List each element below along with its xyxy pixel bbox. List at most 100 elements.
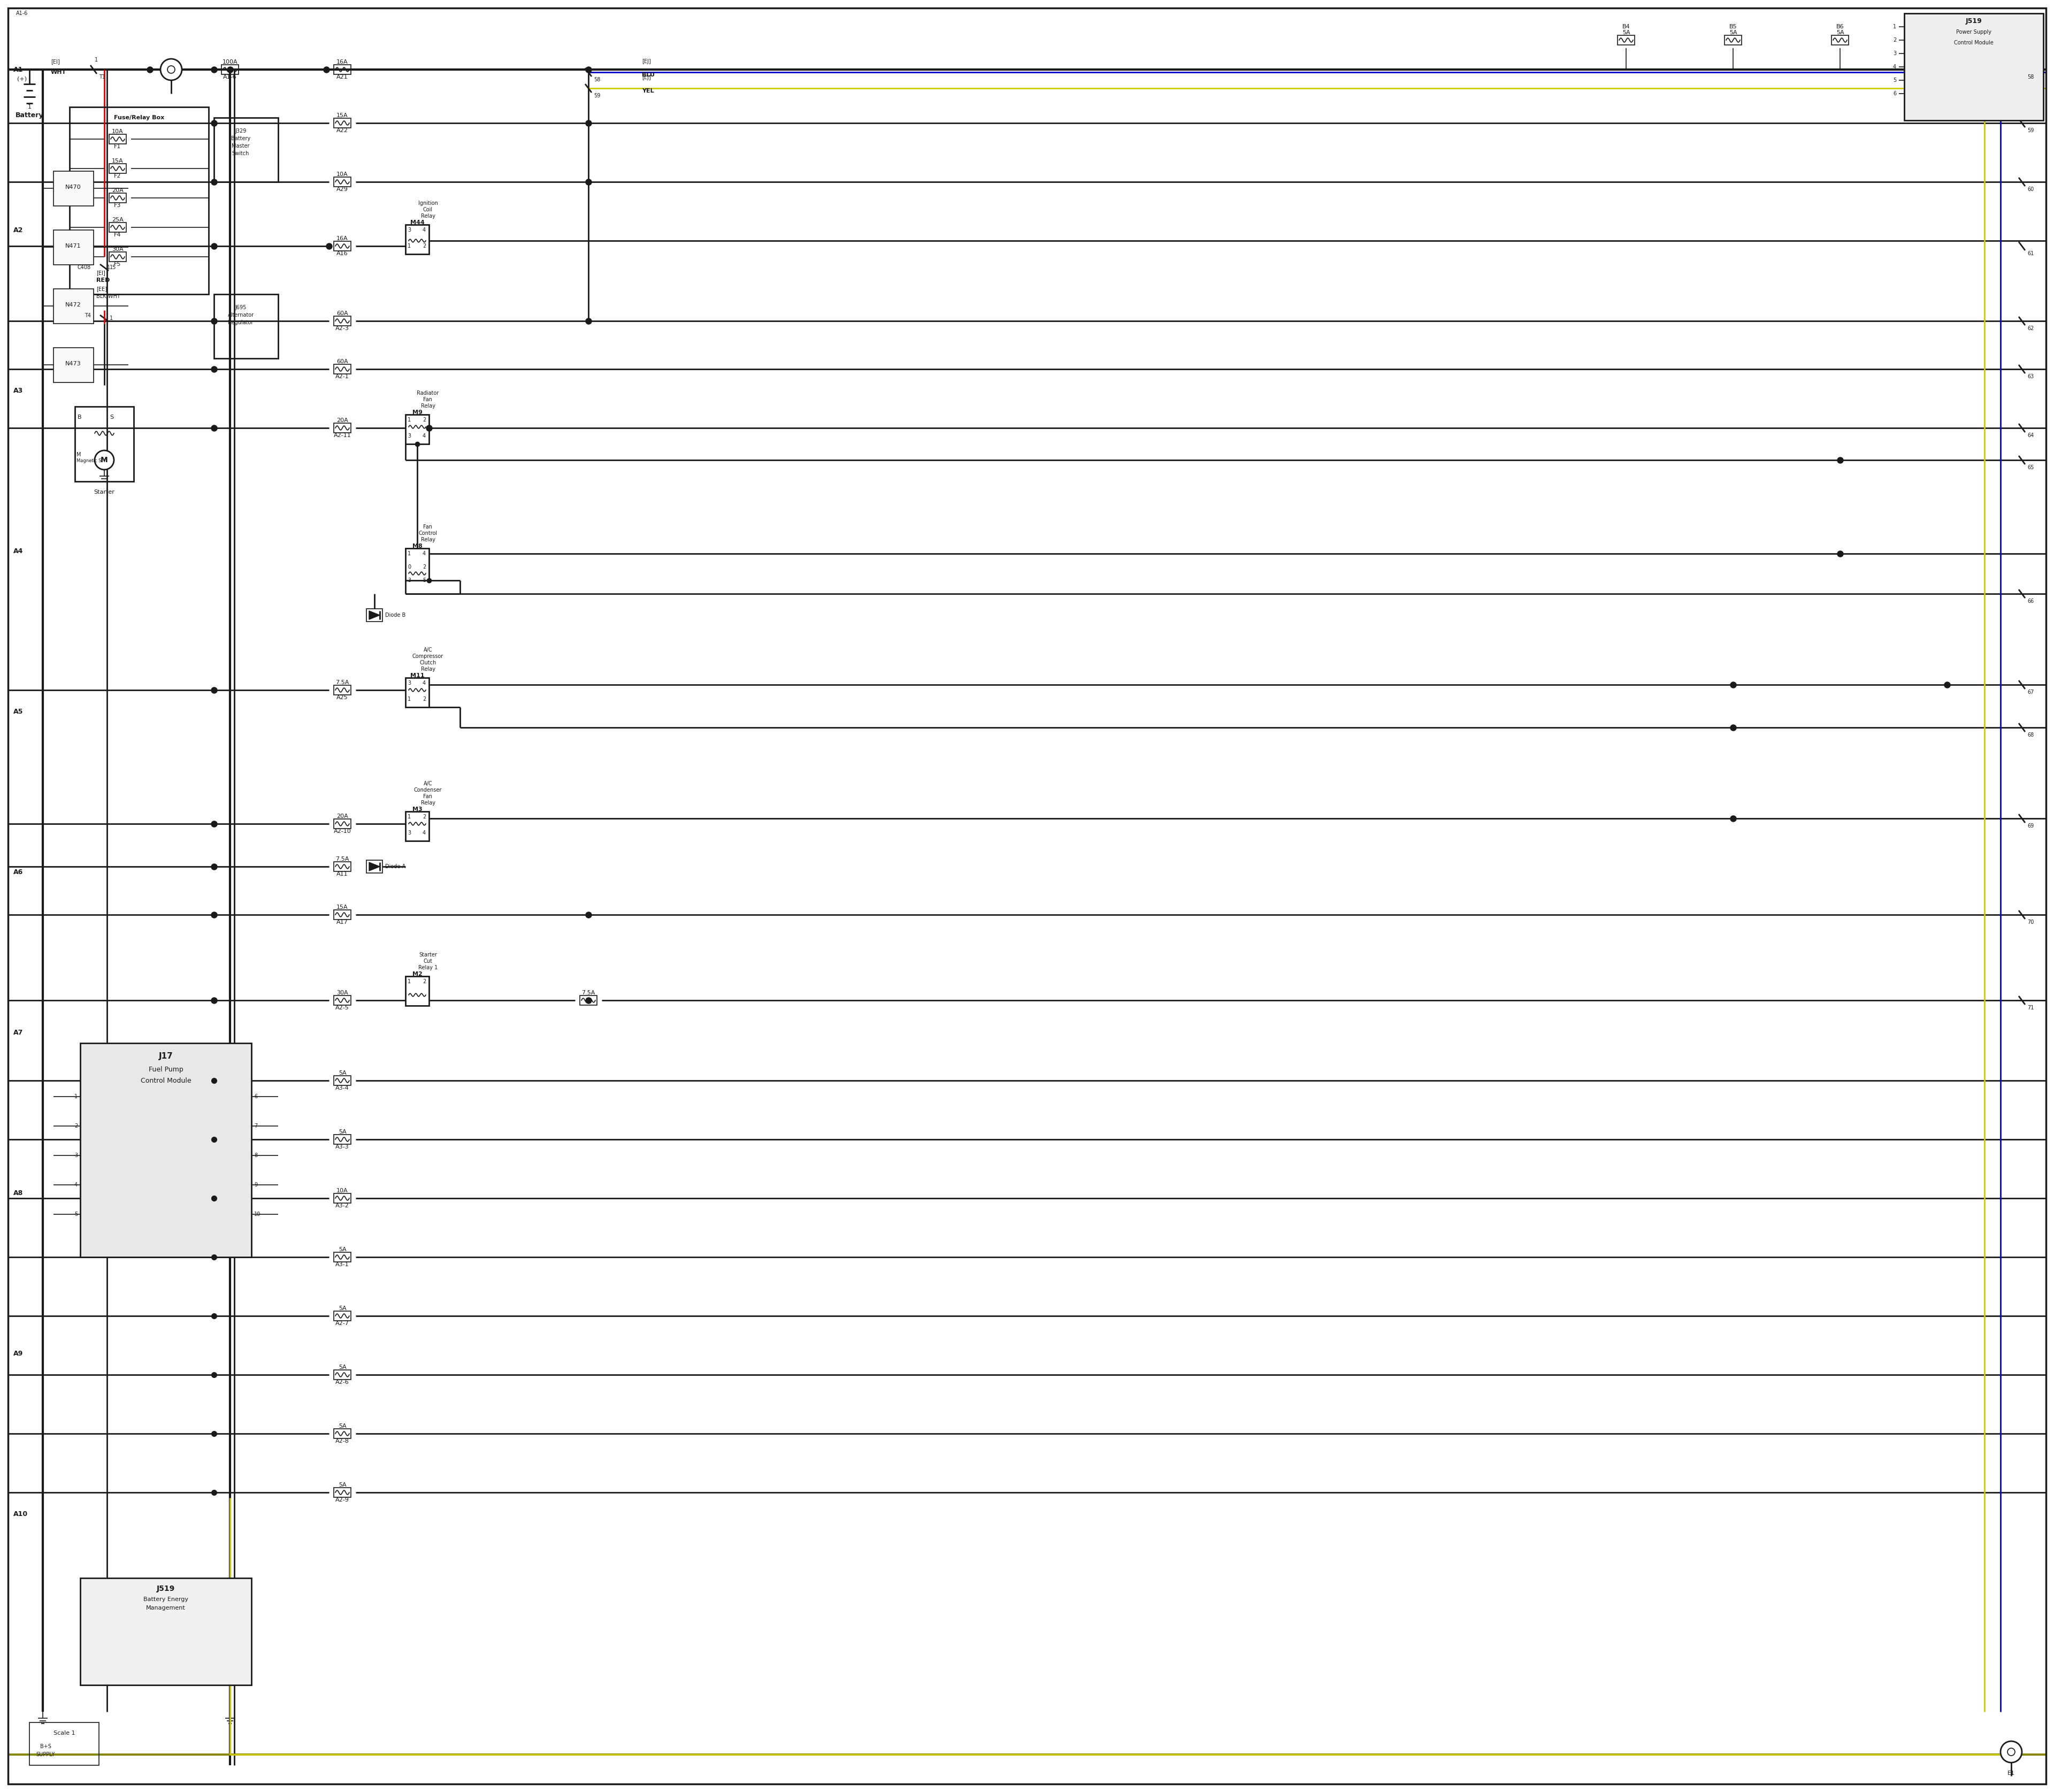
Text: A22: A22: [337, 127, 349, 133]
Text: 1: 1: [107, 265, 111, 271]
Text: A2-8: A2-8: [335, 1439, 349, 1444]
Text: A1: A1: [14, 66, 23, 73]
Text: 5A: 5A: [1729, 30, 1738, 36]
Text: 7.5A: 7.5A: [335, 679, 349, 685]
Text: A2: A2: [14, 226, 23, 233]
Bar: [405, 977, 429, 1005]
Text: 7.5A: 7.5A: [335, 857, 349, 862]
Text: B4: B4: [1623, 23, 1631, 29]
Text: Starter: Starter: [94, 489, 115, 495]
Text: 10A: 10A: [111, 129, 123, 134]
Text: 2: 2: [423, 978, 425, 984]
Text: Relay 1: Relay 1: [419, 966, 438, 969]
Text: A9: A9: [14, 1349, 23, 1357]
Text: Ignition: Ignition: [419, 201, 438, 206]
Text: Clutch: Clutch: [419, 659, 435, 665]
Text: 69: 69: [2027, 823, 2033, 828]
Text: [EI]: [EI]: [97, 271, 105, 276]
Text: Alternator: Alternator: [228, 312, 255, 317]
Text: 3: 3: [1894, 50, 1896, 56]
Text: B+S: B+S: [39, 1744, 51, 1749]
Text: 58: 58: [2027, 73, 2033, 79]
Text: BLU: BLU: [641, 72, 655, 77]
Text: RED: RED: [97, 278, 109, 283]
Text: 5A: 5A: [339, 1423, 347, 1428]
Text: 1: 1: [109, 315, 113, 321]
Text: M44: M44: [411, 220, 425, 226]
Bar: [333, 1193, 351, 1202]
Text: (+): (+): [16, 75, 27, 81]
Bar: [333, 819, 351, 828]
Text: M9: M9: [413, 410, 423, 416]
Text: A8: A8: [14, 1190, 23, 1197]
Bar: [1619, 36, 1635, 45]
Text: A3-3: A3-3: [335, 1145, 349, 1149]
Bar: [333, 1487, 351, 1498]
Text: A10: A10: [14, 1511, 29, 1518]
Text: F2: F2: [115, 174, 121, 179]
Text: 16A: 16A: [337, 237, 347, 242]
Text: 1: 1: [407, 244, 411, 249]
Text: 5A: 5A: [339, 1482, 347, 1487]
Text: Diode A: Diode A: [386, 864, 405, 869]
Bar: [579, 996, 598, 1005]
Text: 5: 5: [1894, 77, 1896, 82]
Text: Regulator: Regulator: [228, 321, 253, 324]
Text: M11: M11: [411, 674, 425, 679]
Text: Control: Control: [419, 530, 438, 536]
Bar: [1904, 13, 2044, 120]
Text: 4: 4: [1894, 65, 1896, 70]
Bar: [333, 315, 351, 326]
Bar: [333, 1253, 351, 1262]
Bar: [333, 177, 351, 186]
Text: Relay: Relay: [421, 801, 435, 806]
Text: 3: 3: [407, 228, 411, 233]
Text: A3: A3: [14, 387, 23, 394]
Text: A21: A21: [337, 73, 347, 79]
Text: 1: 1: [1894, 23, 1896, 29]
Bar: [333, 1075, 351, 1086]
Bar: [70, 108, 210, 294]
Text: 4: 4: [423, 434, 425, 439]
Text: 3: 3: [74, 1152, 78, 1158]
Text: 100A: 100A: [222, 59, 238, 65]
Text: 3: 3: [407, 681, 411, 686]
Bar: [29, 1722, 99, 1765]
Bar: [109, 194, 125, 202]
Text: A2-5: A2-5: [335, 1005, 349, 1011]
Text: Fan: Fan: [423, 794, 433, 799]
Text: 1: 1: [407, 814, 411, 819]
Text: A2-6: A2-6: [335, 1380, 349, 1385]
Text: N470: N470: [66, 185, 82, 190]
Bar: [405, 812, 429, 840]
Text: Condenser: Condenser: [415, 787, 442, 792]
Text: 63: 63: [2027, 375, 2033, 380]
Text: Scale 1: Scale 1: [53, 1731, 76, 1736]
Text: 2: 2: [423, 697, 425, 702]
Text: A3-4: A3-4: [335, 1086, 349, 1091]
Bar: [333, 118, 351, 127]
Bar: [74, 407, 134, 482]
Bar: [53, 348, 94, 382]
Text: A2-9: A2-9: [335, 1498, 349, 1503]
Text: 15A: 15A: [337, 905, 347, 910]
Text: 1: 1: [27, 104, 31, 109]
Text: A1-6: A1-6: [224, 73, 236, 79]
Text: Management: Management: [146, 1606, 185, 1611]
Text: 10A: 10A: [337, 1188, 347, 1193]
Text: J695: J695: [234, 305, 246, 310]
Text: 9: 9: [255, 1183, 257, 1188]
Text: 60A: 60A: [337, 310, 347, 315]
Text: A2-3: A2-3: [335, 326, 349, 332]
Text: Battery Energy: Battery Energy: [144, 1597, 189, 1602]
Text: 66: 66: [2027, 599, 2033, 604]
Text: 61: 61: [2027, 251, 2033, 256]
Bar: [333, 242, 351, 251]
Text: 5A: 5A: [339, 1247, 347, 1253]
Text: 1: 1: [94, 57, 99, 63]
Text: 2: 2: [423, 244, 425, 249]
Text: 15: 15: [109, 265, 117, 271]
Text: 60A: 60A: [337, 358, 347, 364]
Text: Control Module: Control Module: [1953, 39, 1994, 45]
Text: N471: N471: [66, 244, 82, 249]
